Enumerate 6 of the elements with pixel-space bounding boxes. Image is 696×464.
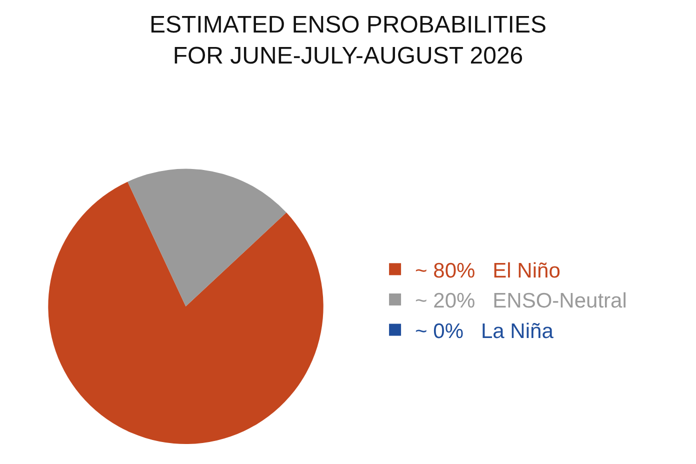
chart-title: ESTIMATED ENSO PROBABILITIES FOR JUNE-JULY-AUGUST 2026 — [150, 11, 546, 70]
legend-label: ~ 0% La Niña — [415, 320, 554, 343]
pie-slice — [48, 182, 324, 444]
pie-slice — [128, 169, 286, 306]
legend-label: ~ 80% El Niño — [415, 259, 560, 282]
legend-label: ~ 20% ENSO-Neutral — [415, 290, 627, 313]
